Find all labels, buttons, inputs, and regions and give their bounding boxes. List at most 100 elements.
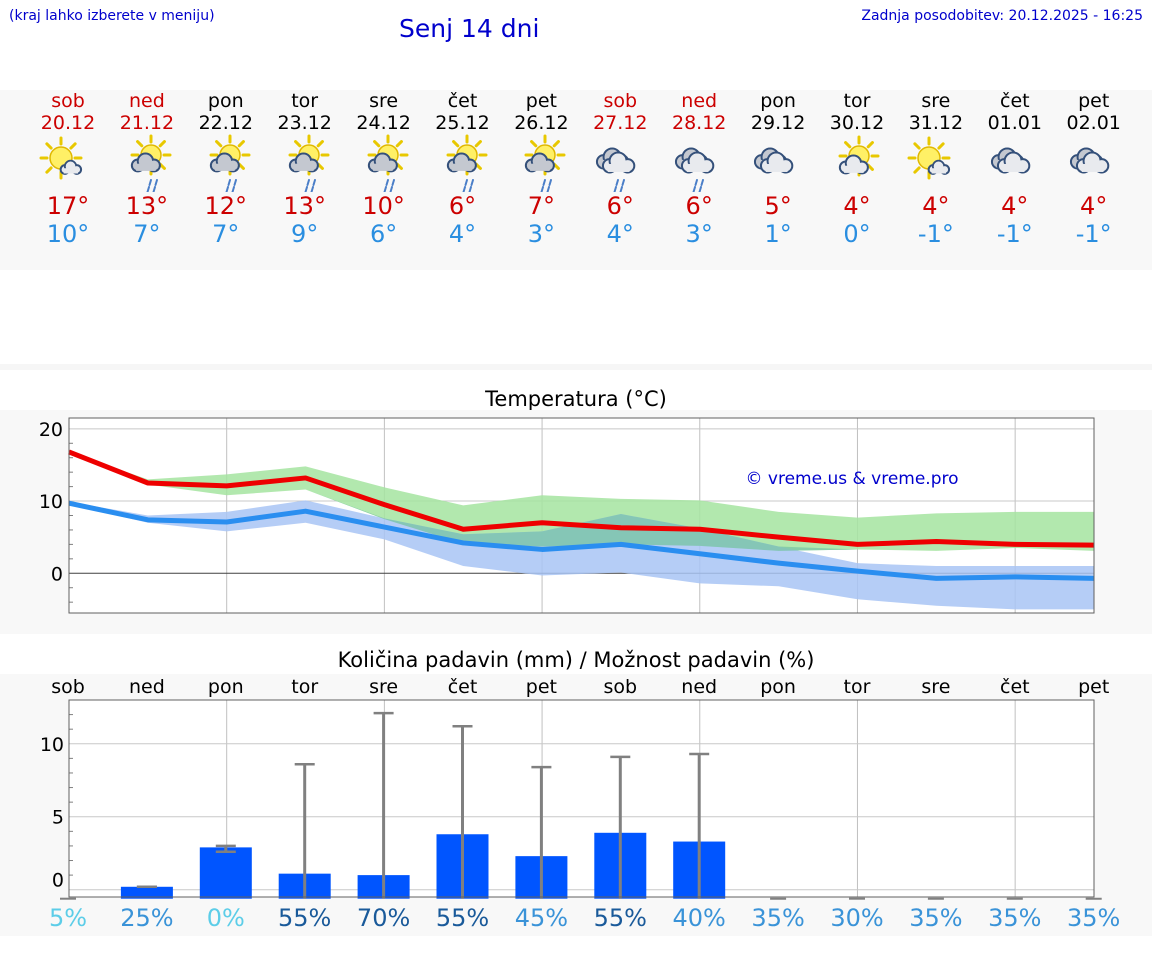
weather-icon-box bbox=[581, 134, 659, 192]
weather-icon-box bbox=[976, 134, 1054, 192]
day-name: tor bbox=[291, 90, 319, 112]
max-temp: 10° bbox=[362, 192, 405, 220]
day-name: ned bbox=[681, 90, 718, 112]
y-tick-label: 20 bbox=[39, 419, 63, 441]
min-temp-band bbox=[69, 500, 1094, 610]
precip-probability: 25% bbox=[120, 904, 173, 932]
y-tick-label: 0 bbox=[51, 563, 63, 585]
day-column: ned 21.12 13° 7° bbox=[108, 90, 186, 248]
max-temp: 4° bbox=[1080, 192, 1108, 220]
max-temp-line bbox=[68, 449, 1095, 548]
sun-cloud-rain-icon bbox=[209, 134, 251, 192]
day-column: pon 22.12 12° 7° bbox=[187, 90, 265, 248]
precip-probability: 30% bbox=[830, 904, 883, 932]
max-temp: 12° bbox=[204, 192, 248, 220]
watermark: © vreme.us & vreme.pro bbox=[745, 469, 958, 489]
sun-cloud-rain-icon bbox=[524, 134, 566, 192]
page-title: Senj 14 dni bbox=[399, 14, 540, 43]
day-label: sob bbox=[51, 676, 85, 698]
precip-bar bbox=[120, 886, 173, 899]
max-temp: 13° bbox=[283, 192, 326, 220]
day-column: pet 26.12 7° 3° bbox=[502, 90, 580, 248]
max-temp: 13° bbox=[125, 192, 169, 220]
day-date: 29.12 bbox=[750, 112, 806, 134]
separator bbox=[0, 364, 1152, 370]
day-name: pet bbox=[525, 90, 557, 112]
min-temp: 6° bbox=[369, 220, 398, 248]
plot-frame bbox=[68, 417, 1095, 614]
weather-icon-box bbox=[266, 134, 344, 192]
day-column: pet 02.01 4° -1° bbox=[1055, 90, 1133, 248]
day-date: 25.12 bbox=[435, 112, 490, 134]
min-temp: 4° bbox=[448, 220, 477, 248]
day-column: čet 01.01 4° -1° bbox=[976, 90, 1054, 248]
forecast-strip bbox=[0, 90, 1152, 270]
temperature-chart-title: Temperatura (°C) bbox=[485, 387, 667, 411]
day-column: sob 27.12 6° 4° bbox=[581, 90, 659, 248]
precip-probability: 55% bbox=[594, 904, 647, 932]
day-label: pon bbox=[208, 676, 244, 698]
day-name: ned bbox=[128, 90, 165, 112]
precip-probability: 35% bbox=[988, 904, 1041, 932]
min-temp: -1° bbox=[996, 220, 1033, 248]
max-temp: 6° bbox=[685, 192, 713, 220]
precip-probability: 35% bbox=[1067, 904, 1120, 932]
day-label: pon bbox=[760, 676, 796, 698]
day-label: pet bbox=[1078, 676, 1109, 698]
day-column: tor 23.12 13° 9° bbox=[266, 90, 344, 248]
day-name: pet bbox=[1078, 90, 1110, 112]
min-temp: 9° bbox=[291, 220, 319, 248]
precip-probability: 35% bbox=[909, 904, 962, 932]
sun-small-cloud-icon bbox=[39, 136, 83, 180]
last-update: Zadnja posodobitev: 20.12.2025 - 16:25 bbox=[861, 8, 1143, 24]
day-column: sre 24.12 10° 6° bbox=[345, 90, 423, 248]
city-menu-hint[interactable]: (kraj lahko izberete v meniju) bbox=[9, 8, 215, 24]
max-temp: 7° bbox=[527, 192, 556, 220]
weather-icon-box bbox=[897, 134, 975, 192]
cloud-icon bbox=[1069, 147, 1109, 174]
y-tick-label: 5 bbox=[52, 807, 64, 829]
sun-cloud-icon bbox=[838, 135, 880, 177]
precip-probability: 35% bbox=[751, 904, 804, 932]
weather-icon-box bbox=[502, 134, 580, 192]
precipitation-chart-title: Količina padavin (mm) / Možnost padavin … bbox=[337, 648, 815, 672]
day-label: čet bbox=[1000, 676, 1030, 698]
weather-icon-box bbox=[29, 134, 107, 192]
weather-icon-box bbox=[1055, 134, 1133, 192]
day-name: pon bbox=[207, 90, 244, 112]
y-tick-label: 0 bbox=[52, 870, 64, 892]
cloud-icon bbox=[754, 147, 794, 174]
weather-icon-box bbox=[108, 134, 186, 192]
y-tick-label: 10 bbox=[39, 491, 63, 513]
day-name: čet bbox=[1000, 90, 1030, 112]
precipitation-chart: sob ned pon tor sre čet pet sob ned pon tor sre čet p… bbox=[0, 674, 1152, 936]
weather-icon-box bbox=[660, 134, 738, 192]
max-temp: 6° bbox=[448, 192, 477, 220]
day-date: 21.12 bbox=[119, 112, 175, 134]
temperature-chart: 0 10 20 © vreme.us & vreme.pro bbox=[0, 410, 1152, 634]
weather-icon-box bbox=[739, 134, 817, 192]
day-name: sre bbox=[921, 90, 951, 112]
weather-icon-box bbox=[818, 134, 896, 192]
day-date: 01.01 bbox=[987, 112, 1042, 134]
weather-icon-box bbox=[187, 134, 265, 192]
day-name: sre bbox=[369, 90, 399, 112]
sun-small-cloud-icon bbox=[907, 136, 951, 180]
day-name: tor bbox=[843, 90, 871, 112]
precip-probability: 0% bbox=[207, 904, 245, 932]
sun-cloud-rain-icon bbox=[288, 134, 330, 192]
day-label: ned bbox=[681, 676, 717, 698]
day-label: ned bbox=[129, 676, 165, 698]
min-temp: -1° bbox=[1075, 220, 1112, 248]
day-name: pon bbox=[760, 90, 796, 112]
max-temp: 5° bbox=[764, 192, 792, 220]
day-date: 26.12 bbox=[514, 112, 569, 134]
day-date: 20.12 bbox=[40, 112, 96, 134]
day-date: 23.12 bbox=[277, 112, 332, 134]
weather-icon-box bbox=[345, 134, 423, 192]
min-temp: 4° bbox=[606, 220, 634, 248]
day-column: ned 28.12 6° 3° bbox=[660, 90, 738, 248]
day-column: čet 25.12 6° 4° bbox=[424, 90, 502, 248]
min-temp: 7° bbox=[133, 220, 161, 248]
day-date: 02.01 bbox=[1066, 112, 1121, 134]
